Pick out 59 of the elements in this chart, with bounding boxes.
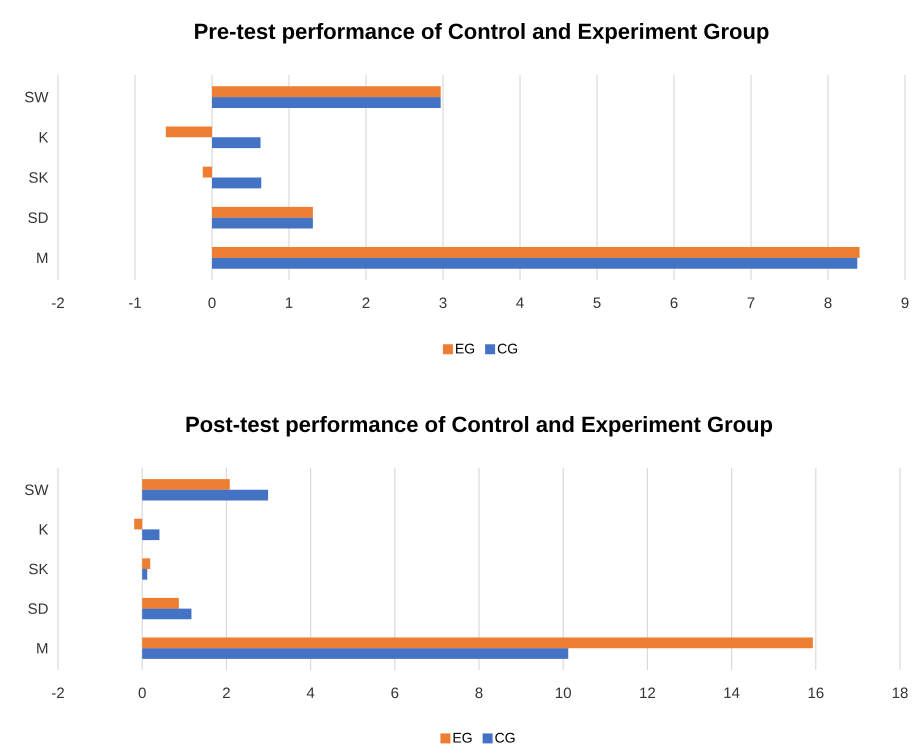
legend-label: EG [454, 732, 472, 743]
bar [166, 126, 212, 138]
x-tick-label: 3 [439, 298, 447, 308]
x-tick-label: 4 [306, 688, 314, 698]
bar [142, 529, 160, 540]
bar [212, 177, 262, 188]
x-tick-label: 2 [362, 298, 370, 308]
bar [212, 97, 441, 108]
x-tick-label: 8 [824, 298, 832, 308]
x-tick-label: -2 [52, 688, 64, 698]
bar [142, 598, 179, 609]
x-tick-label: 1 [286, 298, 292, 308]
bar [212, 258, 858, 269]
bar [212, 206, 313, 218]
x-tick-label: 7 [748, 298, 754, 308]
x-tick-label: 0 [208, 298, 216, 308]
y-tick-label: M [37, 252, 48, 264]
x-tick-label: 0 [138, 688, 146, 698]
bar [202, 166, 212, 178]
x-tick-label: 10 [556, 688, 571, 698]
x-tick-label: 18 [892, 688, 908, 698]
bar [142, 479, 230, 490]
bar [142, 638, 813, 648]
y-tick-label: K [40, 132, 48, 142]
bar [212, 86, 441, 98]
x-tick-label: 6 [670, 298, 678, 308]
y-tick-label: SK [29, 564, 48, 574]
legend-label: CG [498, 344, 518, 354]
y-tick-label: SD [28, 212, 48, 223]
bar [212, 137, 261, 148]
x-tick-label: 8 [475, 688, 483, 698]
y-tick-label: SW [25, 92, 48, 102]
chart-title: Pre-test performance of Control and Experiment Group [195, 22, 768, 44]
x-tick-label: 14 [724, 688, 740, 698]
x-tick-label: 2 [222, 688, 230, 698]
bar [134, 518, 142, 530]
bar [142, 490, 268, 500]
x-tick-label: 6 [391, 688, 398, 698]
x-tick-label: 16 [808, 688, 824, 698]
x-tick-label: -1 [129, 298, 141, 308]
y-tick-label: SD [28, 603, 48, 614]
x-tick-label: 5 [593, 298, 601, 308]
x-tick-label: -2 [52, 298, 64, 308]
bar [142, 558, 150, 569]
x-tick-label: 9 [902, 298, 908, 308]
legend-label: EG [456, 344, 474, 354]
bar [142, 608, 192, 620]
bar [142, 569, 148, 580]
bar [142, 648, 568, 659]
x-tick-label: 4 [516, 298, 524, 308]
x-tick-label: 12 [640, 688, 655, 698]
y-tick-label: K [40, 524, 48, 535]
chart-title: Post-test performance of Control and Experiment Group [186, 416, 772, 437]
y-tick-label: M [37, 643, 48, 654]
bar [212, 218, 313, 229]
y-tick-label: SK [29, 172, 48, 183]
bar [212, 247, 860, 258]
y-tick-label: SW [25, 484, 48, 496]
legend-label: CG [495, 732, 515, 743]
